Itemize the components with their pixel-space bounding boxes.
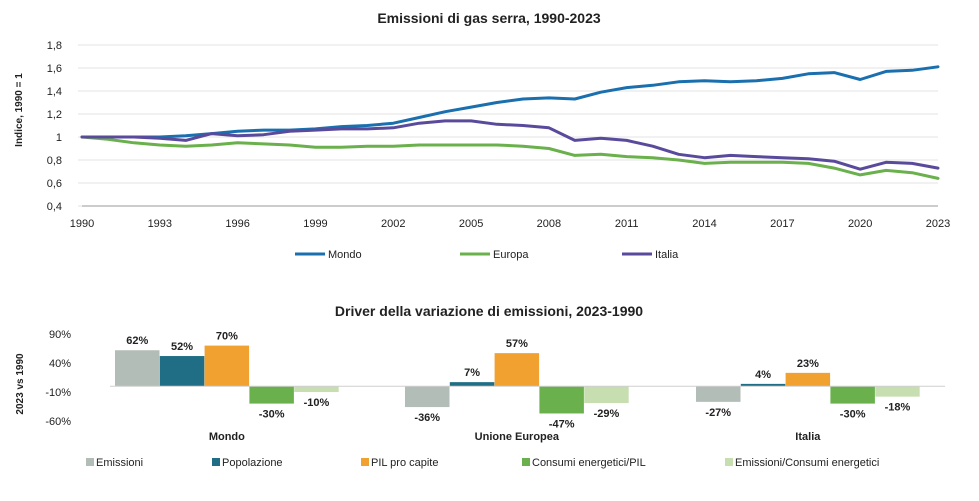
bar-data-label: 57%: [506, 338, 528, 350]
bar-unione-europea-3: [539, 386, 584, 414]
bar-legend-label: Consumi energetici/PIL: [532, 457, 646, 469]
bar-chart-title: Driver della variazione di emissioni, 20…: [335, 303, 643, 319]
bar-italia-0: [696, 386, 741, 402]
line-series-europa: [80, 135, 940, 180]
bar-data-label: -27%: [705, 407, 731, 419]
line-xtick-label: 1996: [225, 218, 249, 230]
line-series-mondo: [80, 65, 940, 139]
bar-ytick-label: -10%: [45, 387, 71, 399]
bar-legend-label: PIL pro capite: [371, 457, 438, 469]
legend-label-europa: Europa: [493, 249, 529, 261]
line-chart-series: [80, 65, 940, 180]
line-ytick-label: 1,6: [47, 63, 62, 75]
bar-legend-label: Emissioni: [96, 457, 143, 469]
bar-data-label: -10%: [304, 397, 330, 409]
bar-mondo-0: [115, 350, 160, 387]
line-ytick-label: 1,4: [47, 86, 62, 98]
bar-data-label: 70%: [216, 331, 238, 343]
bar-legend-swatch: [361, 458, 369, 466]
bar-data-label: 7%: [464, 367, 480, 379]
bar-legend-swatch: [725, 458, 733, 466]
legend-label-italia: Italia: [655, 249, 679, 261]
bar-data-label: -47%: [549, 418, 575, 430]
line-chart-legend: Mondo Europa Italia: [295, 249, 679, 261]
bar-chart-ylabel: 2023 vs 1990: [15, 353, 26, 415]
bar-mondo-2: [204, 345, 250, 387]
line-xtick-label: 1999: [303, 218, 327, 230]
bar-data-label: -30%: [259, 409, 285, 421]
bar-italia-2: [785, 372, 831, 387]
bar-legend-swatch: [86, 458, 94, 466]
line-ytick-label: 1,8: [47, 40, 62, 52]
bar-unione-europea-0: [405, 386, 450, 408]
bar-ytick-label: 90%: [49, 329, 71, 341]
bar-category-label: Italia: [795, 431, 821, 443]
bar-unione-europea-1: [449, 382, 495, 387]
bar-data-label: 23%: [797, 358, 819, 370]
bar-legend-swatch: [522, 458, 530, 466]
bar-ytick-label: -60%: [45, 416, 71, 428]
bar-chart-category-labels: Mondo Unione Europea Italia: [209, 431, 821, 443]
bar-data-label: 62%: [126, 335, 148, 347]
line-xtick-label: 1993: [148, 218, 172, 230]
line-ytick-label: 0,4: [47, 201, 62, 213]
bar-legend-label: Popolazione: [222, 457, 283, 469]
bar-data-label: 52%: [171, 341, 193, 353]
bar-chart-bars: [110, 345, 945, 414]
line-xtick-label: 2005: [459, 218, 483, 230]
bar-data-label: 4%: [755, 369, 771, 381]
line-ytick-label: 1: [56, 132, 62, 144]
bar-legend-label: Emissioni/Consumi energetici: [735, 457, 879, 469]
bar-unione-europea-2: [494, 353, 540, 387]
line-xtick-label: 2011: [615, 218, 639, 230]
bar-italia-1: [740, 383, 786, 387]
bar-chart-yticks: 90% 40% -10% -60%: [45, 329, 71, 428]
line-ytick-label: 0,6: [47, 178, 62, 190]
bar-mondo-1: [159, 356, 205, 387]
line-chart-grid: [78, 44, 938, 207]
line-xtick-label: 1990: [70, 218, 94, 230]
bar-unione-europea-4: [584, 386, 629, 404]
line-xtick-label: 2020: [848, 218, 872, 230]
line-xtick-label: 2017: [770, 218, 794, 230]
bar-chart-legend: Emissioni Popolazione PIL pro capite Consum…: [86, 457, 879, 469]
bar-mondo-3: [249, 386, 294, 404]
bar-chart-data-labels: 62% 52% 70% -30% -10% -36% 7% 57% -47% -29% -27% 4%…: [126, 331, 910, 431]
line-ytick-label: 0,8: [47, 155, 62, 167]
line-xtick-label: 2008: [537, 218, 561, 230]
line-chart-yticks: 0,4 0,6 0,8 1 1,2 1,4 1,6 1,8: [47, 40, 62, 213]
line-chart-ylabel: Indice, 1990 = 1: [14, 73, 25, 147]
line-chart-title: Emissioni di gas serra, 1990-2023: [377, 10, 601, 26]
line-xtick-label: 2014: [692, 218, 716, 230]
line-chart-xticks: 1990 1993 1996 1999 2002 2005 2008 2011 2014 2017…: [70, 205, 950, 230]
bar-legend-swatch: [212, 458, 220, 466]
bar-data-label: -18%: [885, 402, 911, 414]
bar-data-label: -30%: [840, 409, 866, 421]
line-series-italia: [80, 119, 940, 171]
bar-category-label: Mondo: [209, 431, 245, 443]
bar-mondo-4: [294, 386, 339, 392]
line-ytick-label: 1,2: [47, 109, 62, 121]
bar-data-label: -29%: [594, 408, 620, 420]
bar-ytick-label: 40%: [49, 358, 71, 370]
bar-italia-4: [875, 386, 920, 397]
bar-category-label: Unione Europea: [475, 431, 560, 443]
bar-data-label: -36%: [414, 412, 440, 424]
bar-italia-3: [830, 386, 875, 404]
line-xtick-label: 2023: [926, 218, 950, 230]
legend-label-mondo: Mondo: [328, 249, 362, 261]
line-xtick-label: 2002: [381, 218, 405, 230]
